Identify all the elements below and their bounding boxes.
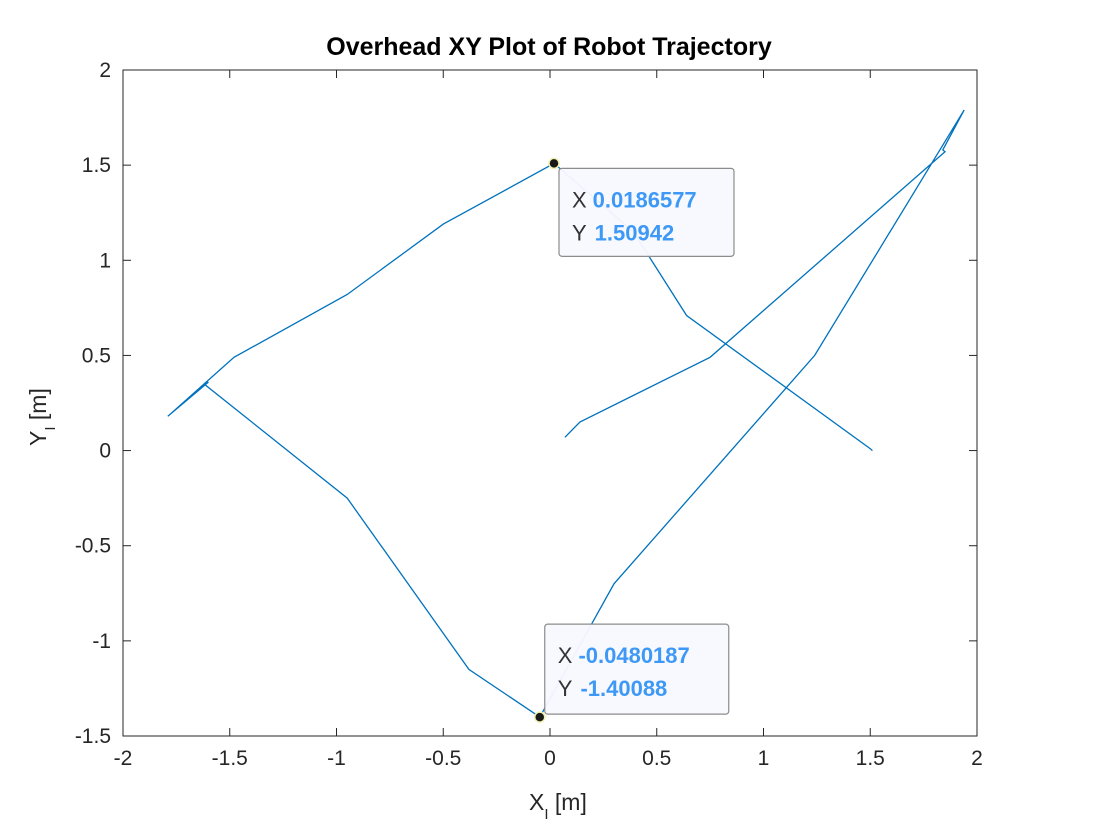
datatip-y-key: Y: [572, 220, 587, 245]
datatip-marker[interactable]: [548, 157, 560, 170]
y-axis-label-unit: [m]: [25, 388, 51, 426]
y-tick-label: 2: [99, 59, 111, 82]
x-tick-label: 1: [758, 747, 770, 770]
x-axis-label-main: X: [529, 789, 544, 815]
x-tick-label: -1.5: [212, 747, 248, 770]
datatip-box: [558, 167, 735, 257]
datatip-x-value: -0.0480187: [578, 643, 689, 668]
x-axis-label: XI [m]: [529, 789, 587, 823]
y-tick-label: 0.5: [82, 344, 111, 367]
y-axis-label-main: Y: [25, 431, 51, 446]
datatip-x-key: X: [558, 643, 573, 668]
datatip-y-key: Y: [558, 676, 573, 701]
x-tick-label: -2: [114, 747, 133, 770]
x-tick-label: 0: [544, 747, 556, 770]
datatip-marker[interactable]: [534, 711, 546, 723]
x-tick-label: 1.5: [856, 747, 885, 770]
x-tick-label: -0.5: [425, 747, 461, 770]
y-tick-label: 1.5: [82, 154, 111, 177]
datatip-y-row: Y -1.40088: [558, 676, 668, 701]
datatip-x-row: X 0.0186577: [572, 187, 697, 212]
y-tick-label: 0: [99, 440, 111, 463]
y-axis-label: YI [m]: [25, 388, 59, 446]
x-tick-label: 2: [971, 747, 983, 770]
y-tick-label: -1: [92, 630, 111, 653]
datatip-y-value: 1.50942: [595, 220, 675, 245]
x-tick-labels: -2 -1.5 -1 -0.5 0 0.5 1 1.5 2: [114, 747, 983, 770]
x-axis-label-unit: [m]: [549, 789, 587, 815]
y-axis-label-sub: I: [42, 426, 59, 430]
chart-title: Overhead XY Plot of Robot Trajectory: [326, 33, 772, 61]
datatip-x-key: X: [572, 187, 587, 212]
datatip-x-row: X -0.0480187: [558, 643, 690, 668]
x-axis-label-sub: I: [544, 806, 548, 823]
axis-ticks: [122, 69, 978, 737]
datatip-y-row: Y 1.50942: [572, 220, 674, 245]
y-tick-label: 1: [99, 249, 111, 272]
x-tick-label: 0.5: [642, 747, 671, 770]
datatip-x-value: 0.0186577: [593, 187, 697, 212]
x-tick-label: -1: [327, 747, 346, 770]
datatip-y-value: -1.40088: [580, 676, 667, 701]
y-tick-label: -0.5: [75, 535, 111, 558]
y-tick-labels: -1.5 -1 -0.5 0 0.5 1 1.5 2: [75, 59, 111, 748]
y-tick-label: -1.5: [75, 725, 111, 748]
datatip-box: [544, 623, 730, 715]
